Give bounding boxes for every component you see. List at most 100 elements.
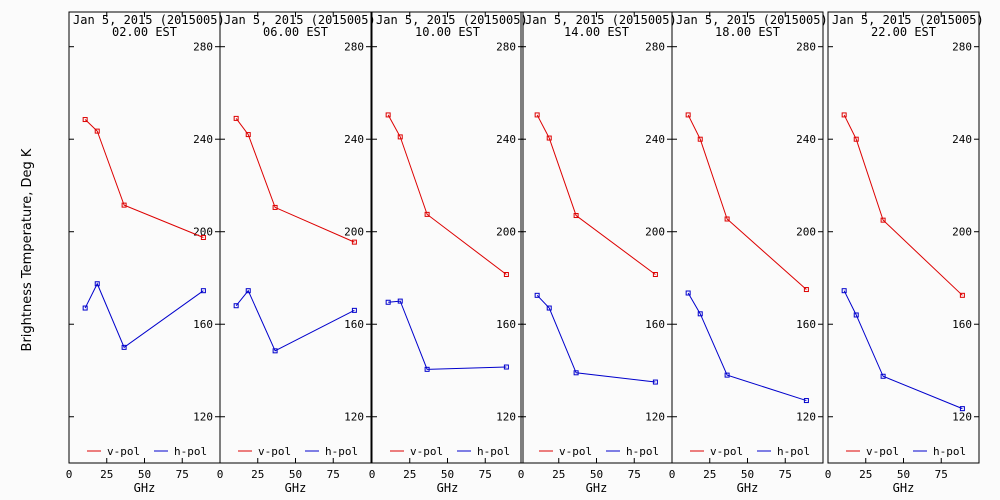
data-point: [233, 115, 239, 121]
series-line-h-pol: [843, 290, 963, 410]
y-tick-label: 280: [645, 41, 665, 54]
x-tick-label: 25: [100, 468, 113, 481]
series-line-h-pol: [84, 282, 204, 349]
data-point: [959, 406, 965, 412]
series-line-h-pol: [536, 294, 656, 383]
x-tick-label: 0: [217, 468, 224, 481]
legend-label: h-pol: [325, 445, 358, 458]
data-point: [841, 288, 847, 294]
y-tick-label: 240: [796, 133, 816, 146]
panel-subtitle: 06.00 EST: [263, 25, 328, 39]
data-point: [424, 366, 430, 372]
x-tick-label: 0: [369, 468, 376, 481]
data-point: [94, 128, 100, 134]
panel-subtitle: 14.00 EST: [564, 25, 629, 39]
y-tick-label: 240: [344, 133, 364, 146]
y-tick-label: 280: [952, 41, 972, 54]
series-line-v-pol: [387, 114, 507, 275]
legend-label: v-pol: [410, 445, 443, 458]
y-tick-label: 200: [796, 226, 816, 239]
x-tick-label: 50: [441, 468, 454, 481]
y-tick-label: 240: [496, 133, 516, 146]
y-tick-label: 160: [645, 318, 665, 331]
panel-subtitle: 02.00 EST: [112, 25, 177, 39]
x-axis-label: GHz: [437, 481, 459, 495]
panel-title: Jan 5, 2015 (2015005): [73, 13, 225, 27]
x-tick-label: 50: [590, 468, 603, 481]
data-point: [351, 239, 357, 245]
x-tick-label: 25: [703, 468, 716, 481]
x-tick-label: 50: [138, 468, 151, 481]
x-axis-label: GHz: [285, 481, 307, 495]
legend-label: h-pol: [777, 445, 810, 458]
y-tick-label: 160: [344, 318, 364, 331]
data-point: [546, 135, 552, 141]
y-tick-label: 120: [645, 411, 665, 424]
data-point: [82, 305, 88, 311]
data-point: [880, 217, 886, 223]
data-point: [397, 134, 403, 140]
x-tick-label: 75: [176, 468, 189, 481]
x-tick-label: 25: [859, 468, 872, 481]
data-point: [853, 136, 859, 142]
panel-title: Jan 5, 2015 (2015005): [832, 13, 984, 27]
data-point: [272, 204, 278, 210]
data-point: [724, 216, 730, 222]
y-tick-label: 120: [796, 411, 816, 424]
data-point: [272, 348, 278, 354]
data-point: [959, 292, 965, 298]
x-tick-label: 0: [825, 468, 832, 481]
y-axis-label: Brightness Temperature, Deg K: [20, 148, 35, 351]
data-point: [351, 307, 357, 313]
data-point: [385, 112, 391, 118]
panel-title: Jan 5, 2015 (2015005): [224, 13, 376, 27]
chart-panel: Jan 5, 2015 (2015005)06.00 EST 120 160 200 2…: [217, 11, 376, 495]
y-tick-label: 160: [796, 318, 816, 331]
data-point: [94, 281, 100, 287]
data-point: [534, 112, 540, 118]
data-point: [121, 202, 127, 208]
data-point: [724, 372, 730, 378]
legend-label: v-pol: [258, 445, 291, 458]
y-tick-label: 240: [952, 133, 972, 146]
x-tick-label: 50: [289, 468, 302, 481]
data-point: [503, 364, 509, 370]
data-point: [200, 288, 206, 294]
series-line-v-pol: [536, 114, 656, 275]
y-tick-label: 280: [796, 41, 816, 54]
data-point: [697, 136, 703, 142]
legend-label: h-pol: [174, 445, 207, 458]
data-point: [200, 235, 206, 240]
y-tick-label: 160: [496, 318, 516, 331]
legend-label: h-pol: [626, 445, 659, 458]
x-axis-label: GHz: [134, 481, 156, 495]
data-point: [652, 379, 658, 385]
data-point: [652, 272, 658, 278]
x-tick-label: 75: [935, 468, 948, 481]
x-tick-label: 0: [66, 468, 73, 481]
panel-title: Jan 5, 2015 (2015005): [525, 13, 677, 27]
y-tick-label: 240: [193, 133, 213, 146]
panel-subtitle: 18.00 EST: [715, 25, 780, 39]
series-line-v-pol: [235, 118, 355, 243]
data-point: [685, 290, 691, 296]
series-line-h-pol: [235, 289, 355, 352]
x-tick-label: 50: [741, 468, 754, 481]
series-line-h-pol: [388, 300, 507, 370]
panel-subtitle: 10.00 EST: [415, 25, 480, 39]
panel-title: Jan 5, 2015 (2015005): [676, 13, 828, 27]
y-tick-label: 120: [952, 411, 972, 424]
series-line-v-pol: [843, 114, 963, 296]
chart-panel: Jan 5, 2015 (2015005)18.00 EST 120 160 200 2…: [669, 11, 828, 495]
y-tick-label: 160: [952, 318, 972, 331]
y-tick-label: 280: [193, 41, 213, 54]
y-tick-label: 200: [193, 226, 213, 239]
chart-panels: Jan 5, 2015 (2015005)02.00 EST1201602002…: [66, 11, 984, 495]
x-tick-label: 0: [518, 468, 525, 481]
data-point: [573, 370, 579, 376]
data-point: [546, 305, 552, 311]
data-point: [424, 211, 430, 217]
data-point: [803, 287, 809, 293]
y-tick-label: 200: [344, 226, 364, 239]
